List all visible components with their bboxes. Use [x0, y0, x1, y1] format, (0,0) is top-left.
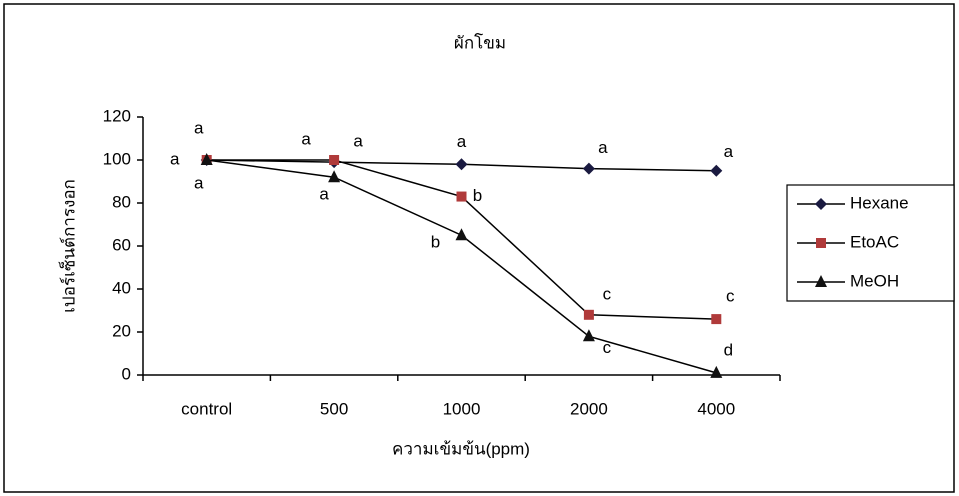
x-tick-label: control	[181, 399, 232, 418]
significance-letter: b	[431, 233, 440, 252]
y-tick-label: 20	[112, 321, 131, 340]
y-tick-label: 60	[112, 235, 131, 254]
significance-letter: a	[301, 129, 311, 148]
significance-letter: b	[473, 186, 482, 205]
legend-marker	[815, 275, 827, 287]
legend-marker	[816, 238, 826, 248]
x-tick-label: 4000	[697, 399, 735, 418]
significance-letter: a	[194, 118, 204, 137]
data-point	[455, 228, 468, 241]
y-tick-label: 40	[112, 278, 131, 297]
legend-label: EtoAC	[850, 232, 899, 251]
legend-label: MeOH	[850, 271, 899, 290]
legend-marker	[815, 198, 827, 210]
significance-letter: c	[603, 284, 612, 303]
chart-title: ผักโขม	[454, 32, 506, 52]
data-point	[710, 164, 723, 177]
significance-letter: c	[603, 338, 612, 357]
data-point	[710, 365, 723, 378]
significance-letter: a	[457, 132, 467, 151]
data-point	[582, 162, 595, 175]
y-tick-label: 120	[103, 106, 131, 125]
y-tick-label: 0	[122, 364, 131, 383]
x-tick-label: 1000	[443, 399, 481, 418]
y-tick-label: 100	[103, 149, 131, 168]
y-axis-label: เปอร์เซ็นต์การงอก	[57, 179, 78, 313]
significance-letter: a	[598, 138, 608, 157]
x-tick-label: 500	[320, 399, 348, 418]
data-point	[200, 153, 213, 165]
significance-letter: d	[724, 340, 733, 359]
significance-letter: a	[319, 185, 329, 204]
data-point	[455, 158, 468, 171]
data-point	[328, 170, 341, 183]
data-point	[456, 191, 467, 202]
significance-letter: c	[726, 287, 735, 306]
legend-label: Hexane	[850, 193, 909, 212]
significance-letter: a	[724, 142, 734, 161]
x-axis-label: ความเข้มข้น(ppm)	[392, 439, 530, 458]
x-tick-label: 2000	[570, 399, 608, 418]
data-point	[583, 309, 594, 320]
data-point	[582, 329, 595, 342]
significance-letter: a	[194, 173, 204, 192]
data-point	[711, 314, 722, 325]
data-point	[329, 155, 340, 165]
significance-letter: a	[170, 149, 180, 168]
significance-letter: a	[353, 132, 363, 151]
y-tick-label: 80	[112, 192, 131, 211]
